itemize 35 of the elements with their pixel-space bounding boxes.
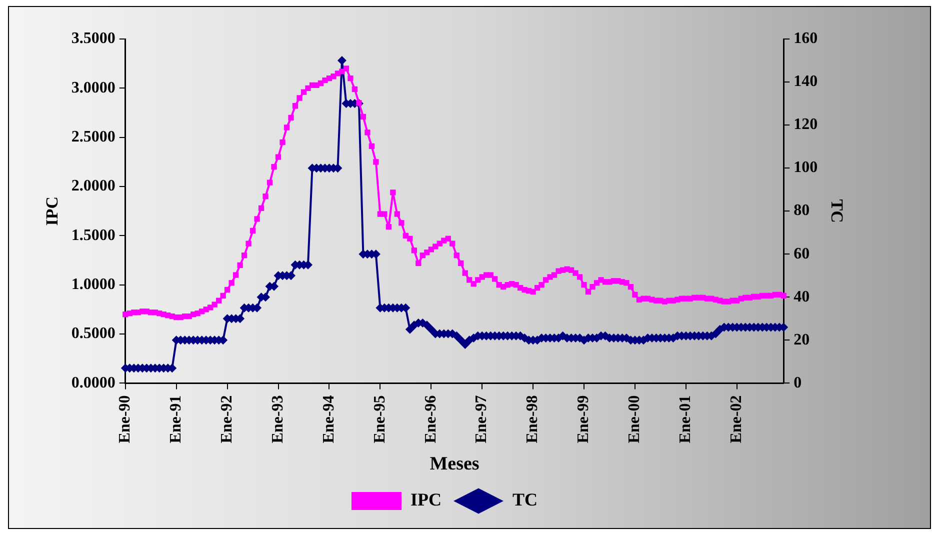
y2-tick-label: 160 [794,30,818,48]
y-tick-label: 0.5000 [71,325,116,342]
x-tick-label: Ene-00 [626,395,644,444]
y-tick-label: 3.5000 [71,30,116,48]
x-tick-label: Ene-90 [116,395,134,444]
y2-tick-label: 20 [794,331,810,348]
y-tick-label: 3.0000 [71,79,116,96]
y-tick-label: 0.0000 [71,374,116,392]
y2-tick-label: 100 [794,159,818,176]
y2-tick-label: 140 [794,73,818,90]
x-tick-label: Ene-91 [168,395,184,444]
y-tick-label: 1.0000 [71,276,116,293]
y-tick-label: 1.5000 [71,226,116,244]
x-tick-label: Ene-92 [218,395,236,444]
y2-tick-label: 0 [794,374,802,392]
x-tick-label: Ene-02 [728,395,746,444]
y-axis-title: IPC [42,196,62,226]
y2-axis-title: TC [827,199,846,223]
y-tick-label: 2.0000 [71,178,116,195]
x-tick-label: Ene-93 [269,395,286,444]
x-tick-label: Ene-95 [371,395,388,444]
x-tick-label: Ene-01 [677,395,694,444]
y2-tick-label: 80 [794,202,810,220]
x-tick-label: Ene-97 [473,395,490,444]
x-tick-label: Ene-99 [575,395,592,444]
x-tick-label: Ene-98 [524,395,542,444]
y2-tick-label: 40 [794,288,810,306]
y2-tick-label: 120 [794,116,818,134]
legend-label: TC [512,490,538,510]
y-tick-label: 2.5000 [71,128,116,146]
legend-label: IPC [410,490,442,510]
x-tick-label: Ene-94 [320,395,338,444]
y2-tick-label: 60 [794,245,810,262]
x-axis-title: Meses [430,454,480,475]
x-tick-label: Ene-96 [422,395,440,444]
